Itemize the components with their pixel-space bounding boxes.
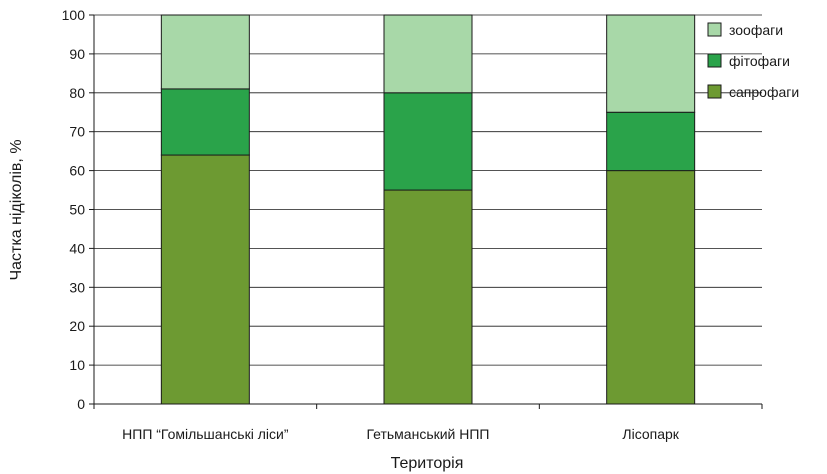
y-tick-label: 100 — [62, 7, 86, 23]
bar-segment — [606, 111, 696, 172]
x-tick-label: НПП “Гомільшанські ліси” — [122, 426, 289, 442]
bar-segment — [160, 14, 250, 90]
legend-label: фітофаги — [729, 53, 790, 69]
bar-segment — [160, 154, 250, 405]
bar-segment — [160, 88, 250, 156]
bar-segment — [606, 14, 696, 113]
bar-segment — [606, 170, 696, 405]
y-tick-label: 70 — [69, 124, 85, 140]
legend-label: зоофаги — [729, 22, 783, 38]
axes — [89, 14, 763, 409]
y-tick-label: 20 — [69, 318, 85, 334]
legend: зоофаги фітофаги сапрофаги — [707, 22, 799, 100]
bar-segment — [383, 14, 473, 94]
legend-swatch — [707, 53, 722, 68]
legend-swatch — [707, 84, 722, 99]
y-tick-labels: 0 10 20 30 40 50 60 70 80 90 100 — [62, 7, 86, 412]
y-tick-label: 60 — [69, 163, 85, 179]
legend-label: сапрофаги — [729, 84, 799, 100]
bar-segment — [383, 92, 473, 191]
y-tick-label: 0 — [77, 396, 85, 412]
legend-swatch — [707, 22, 722, 37]
y-tick-label: 80 — [69, 85, 85, 101]
x-tick-label: Гетьманський НПП — [367, 426, 490, 442]
y-tick-label: 30 — [69, 279, 85, 295]
bars — [160, 14, 696, 405]
y-tick-label: 40 — [69, 240, 85, 256]
y-tick-label: 90 — [69, 46, 85, 62]
y-tick-label: 10 — [69, 357, 85, 373]
x-tick-labels: НПП “Гомільшанські ліси” Гетьманський НПП… — [122, 426, 680, 442]
x-tick-label: Лісопарк — [622, 426, 679, 442]
y-axis-title: Частка нідіколів, % — [8, 139, 25, 280]
x-axis-title: Територія — [391, 455, 464, 472]
y-tick-label: 50 — [69, 202, 85, 218]
bar-segment — [383, 189, 473, 405]
